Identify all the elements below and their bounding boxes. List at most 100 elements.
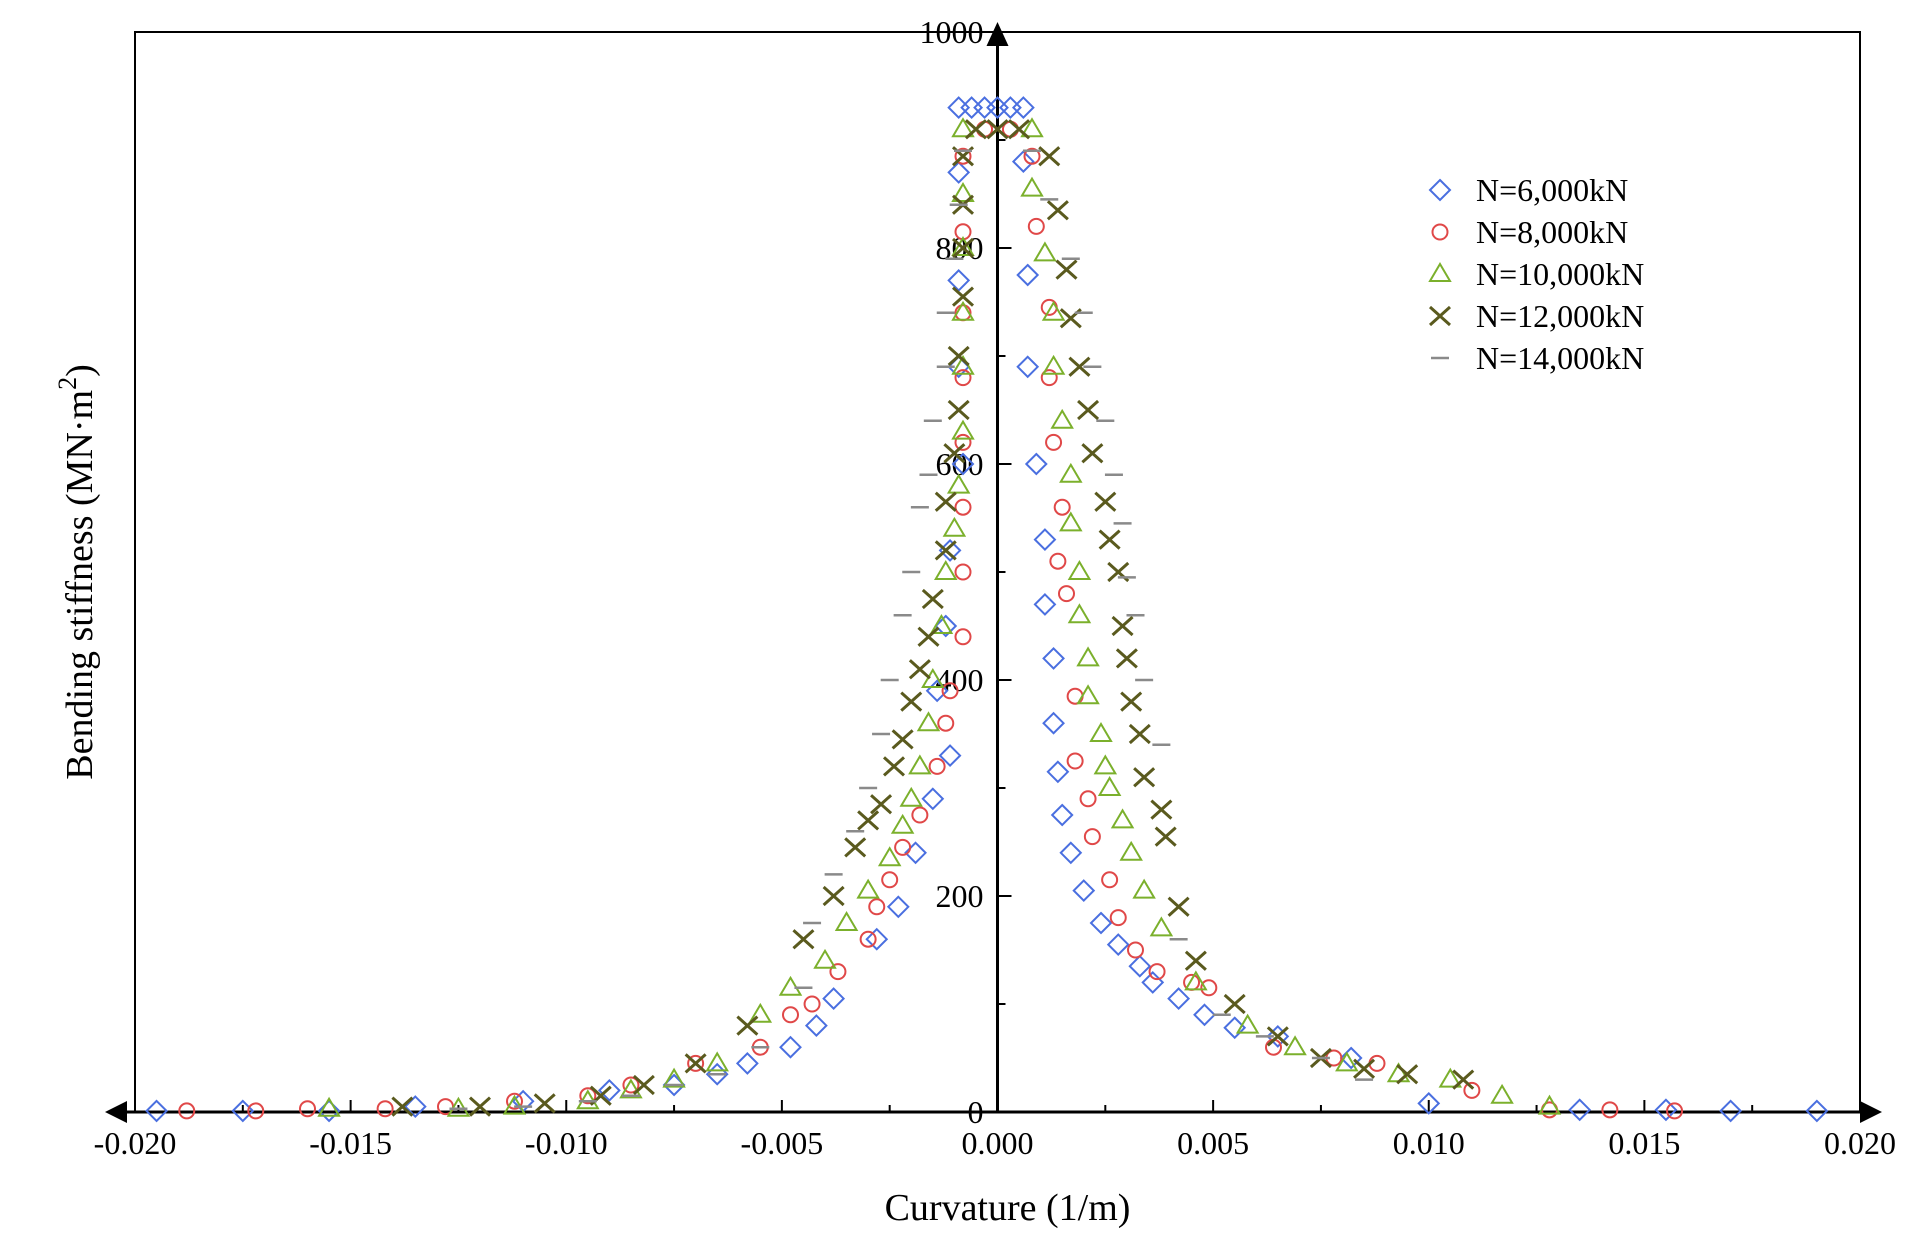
data-point bbox=[1094, 491, 1117, 512]
data-points bbox=[145, 96, 1829, 1123]
data-point bbox=[822, 987, 846, 1011]
data-point bbox=[938, 744, 962, 768]
data-point bbox=[803, 995, 821, 1013]
series-2 bbox=[178, 120, 1684, 1120]
data-point bbox=[1083, 828, 1101, 846]
data-point bbox=[947, 268, 971, 292]
data-point bbox=[947, 160, 971, 184]
x-tick-label: 0.005 bbox=[1177, 1125, 1249, 1161]
data-point bbox=[782, 1006, 799, 1024]
data-point bbox=[928, 757, 946, 775]
legend-label: N=10,000kN bbox=[1476, 256, 1644, 292]
data-point bbox=[1167, 987, 1191, 1011]
axis-ticks: -0.020 -0.015 -0.010 -0.005 0.000 0.005 0.010 0… bbox=[94, 14, 1896, 1161]
data-point bbox=[1038, 146, 1061, 167]
data-point bbox=[1066, 752, 1084, 770]
data-point bbox=[911, 806, 929, 824]
data-point bbox=[403, 1095, 427, 1119]
data-point bbox=[1011, 150, 1035, 174]
data-point bbox=[622, 1076, 640, 1094]
x-tick-label: -0.015 bbox=[309, 1125, 392, 1161]
data-point bbox=[917, 626, 940, 647]
axis-titles: Curvature (1/m) Bending stiffness (MN·m2… bbox=[53, 364, 1130, 1229]
data-point bbox=[1045, 433, 1063, 451]
data-point bbox=[1154, 826, 1177, 847]
data-point bbox=[1033, 241, 1057, 262]
data-point bbox=[1023, 147, 1041, 165]
series-3 bbox=[317, 117, 1562, 1117]
data-point bbox=[735, 1051, 759, 1075]
data-point bbox=[1059, 841, 1083, 865]
data-point bbox=[1068, 356, 1091, 377]
data-point bbox=[951, 286, 975, 307]
data-point bbox=[1077, 399, 1100, 421]
data-point bbox=[1805, 1099, 1829, 1123]
data-point bbox=[1076, 646, 1100, 667]
data-point bbox=[1041, 300, 1066, 321]
data-point bbox=[1417, 1091, 1441, 1115]
y-axis-title-main: Bending stiffness (MN·m bbox=[59, 390, 101, 780]
data-point bbox=[916, 711, 941, 732]
data-point bbox=[1150, 799, 1173, 820]
data-point bbox=[921, 588, 944, 610]
data-point bbox=[1148, 963, 1166, 981]
data-point bbox=[921, 668, 945, 688]
x-tick-label: 0.015 bbox=[1608, 1125, 1680, 1161]
data-point bbox=[934, 614, 958, 638]
data-point bbox=[705, 1051, 729, 1072]
data-point bbox=[1058, 585, 1075, 603]
data-point bbox=[868, 898, 886, 916]
x-tick-label: -0.005 bbox=[741, 1125, 824, 1161]
data-point bbox=[1223, 1016, 1247, 1040]
data-point bbox=[1119, 840, 1143, 861]
data-point bbox=[1040, 298, 1058, 316]
data-point bbox=[1266, 1024, 1290, 1048]
data-point bbox=[1463, 1081, 1481, 1099]
data-point bbox=[446, 1096, 471, 1117]
data-point bbox=[317, 1099, 341, 1123]
data-point bbox=[1654, 1098, 1678, 1122]
data-point bbox=[951, 419, 975, 440]
data-point bbox=[929, 614, 954, 634]
data-point bbox=[894, 838, 912, 856]
data-point bbox=[1040, 369, 1058, 387]
data-point bbox=[145, 1099, 168, 1123]
data-point bbox=[317, 1096, 341, 1117]
legend-label: N=14,000kN bbox=[1476, 340, 1644, 376]
legend-marker bbox=[1428, 178, 1452, 202]
data-point bbox=[1568, 1098, 1592, 1122]
data-point bbox=[376, 1100, 394, 1118]
data-point bbox=[247, 1102, 265, 1120]
data-point bbox=[1666, 1102, 1684, 1120]
data-point bbox=[1353, 1058, 1376, 1079]
series-5 bbox=[449, 149, 1374, 1111]
data-point bbox=[986, 119, 1009, 140]
y-tick-label: 200 bbox=[936, 878, 984, 914]
data-point bbox=[973, 96, 996, 120]
data-point bbox=[1167, 896, 1190, 917]
series-1 bbox=[145, 96, 1829, 1123]
data-point bbox=[1141, 970, 1165, 994]
data-point bbox=[1106, 933, 1130, 957]
data-point bbox=[942, 516, 967, 537]
data-point bbox=[1033, 592, 1057, 616]
legend-marker bbox=[1431, 223, 1449, 241]
data-point bbox=[1016, 355, 1040, 379]
y-tick-label: 800 bbox=[936, 230, 984, 266]
y-axis-title: Bending stiffness (MN·m2) bbox=[53, 364, 101, 780]
data-point bbox=[960, 96, 984, 120]
data-point bbox=[834, 911, 859, 931]
data-point bbox=[1128, 954, 1152, 978]
y-axis-arrow bbox=[986, 22, 1009, 46]
data-point bbox=[813, 948, 837, 969]
data-point bbox=[1053, 498, 1071, 516]
data-point bbox=[576, 1089, 600, 1110]
data-point bbox=[1283, 1035, 1307, 1056]
data-point bbox=[951, 182, 975, 202]
y-tick-label: 0 bbox=[968, 1094, 984, 1130]
data-point bbox=[1335, 1051, 1359, 1072]
data-point bbox=[1193, 1003, 1216, 1027]
data-point bbox=[1046, 760, 1070, 784]
x-axis-title: Curvature (1/m) bbox=[885, 1187, 1131, 1229]
